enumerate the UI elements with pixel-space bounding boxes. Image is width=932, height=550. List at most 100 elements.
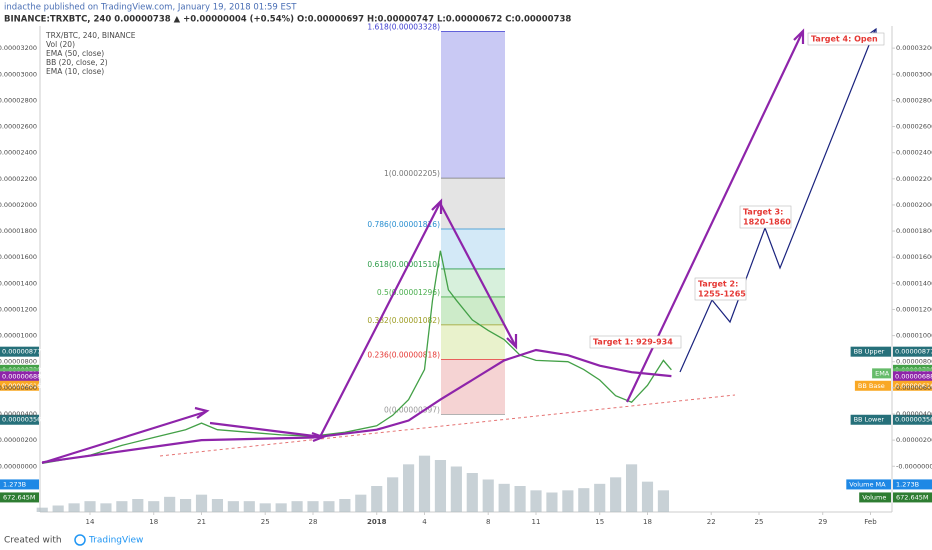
volume-bar (450, 466, 462, 512)
volume-bar (610, 477, 622, 512)
symbol-line: BINANCE:TRXBTC, 240 0.00000738 ▲ +0.0000… (4, 15, 571, 25)
y-tick-label: 0.00002400 (896, 149, 932, 157)
y-tick-label: 0.00001600 (896, 253, 932, 261)
y-tick-label: 0.00001000 (0, 332, 37, 340)
price-tag (893, 380, 932, 391)
x-tick-label: 25 (755, 518, 764, 526)
legend-entry: EMA (50, close) (46, 49, 104, 58)
fib-band (441, 178, 505, 229)
fib-label: 0(0.00000397) (384, 405, 440, 414)
y-tick-label: 0.00002400 (0, 149, 37, 157)
target-box (589, 335, 682, 349)
trend-line (159, 394, 736, 457)
x-tick-label: 25 (261, 518, 270, 526)
volume-bar (259, 503, 271, 512)
y-tick-label: -0.00000000 (896, 462, 932, 470)
volume-bar (132, 499, 144, 512)
volume-tag (893, 479, 932, 490)
arrow-head (194, 406, 210, 419)
footer-brand: TradingView (88, 536, 143, 546)
volume-bar (546, 492, 558, 512)
volume-bar (482, 479, 494, 512)
x-tick-label: 2018 (367, 518, 387, 526)
fib-band (441, 228, 505, 269)
series (42, 250, 672, 464)
indicator-name-tag (850, 414, 891, 425)
fib-label: 0.5(0.00001296) (377, 288, 440, 297)
price-tag (0, 371, 39, 382)
indicator-name-tag (854, 380, 891, 391)
x-tick-label: 28 (309, 518, 318, 526)
targets: Target 1: 929-934 Target 2:1255-1265 Targe… (589, 32, 885, 349)
volume-tag-label: 672.645M (3, 493, 36, 501)
price-tag-label: 0.00000877 (895, 348, 932, 356)
indicator-name: BB Lower (854, 416, 885, 424)
arrow-head (506, 334, 518, 350)
volume-bar (116, 501, 128, 512)
volume-bar (578, 488, 590, 512)
price-tag (893, 414, 932, 425)
y-tick-label: 0.00002600 (0, 123, 37, 131)
y-tick-label: 0.00000200 (896, 436, 932, 444)
y-tick-label: 0.00001200 (896, 305, 932, 313)
x-tick-label: Feb (864, 518, 877, 526)
volume-bar (594, 483, 606, 512)
y-tick-label: 0.00002000 (0, 201, 37, 209)
legend-entry: BB (20, close, 2) (46, 58, 108, 67)
y-tick-label: 0.00003000 (0, 70, 37, 78)
indicator-name: BB Upper (854, 348, 885, 356)
volume-bar (434, 460, 447, 512)
volume-bar (514, 486, 526, 512)
arrow-head (431, 198, 443, 214)
y-tick-label: 0.00000800 (896, 358, 932, 366)
projection-path (679, 29, 876, 373)
volume-name: Volume (862, 493, 886, 501)
volume-bar (498, 483, 510, 512)
target-label: Target 1: 929-934 (593, 338, 673, 347)
fib-band (441, 31, 505, 179)
arrow (41, 410, 206, 465)
x-tick-label: 21 (197, 518, 206, 526)
volume-bar (195, 494, 208, 512)
indicator-name: BB Base (858, 382, 885, 390)
x-tick-label: 4 (422, 518, 427, 526)
y-tick-label: 0.00003200 (896, 44, 932, 52)
fib-label: 0.236(0.00000818) (367, 350, 440, 359)
fib-retracement: 1.618(0.00003328) 1(0.00002205) 0.786(0.00… (367, 22, 505, 415)
volume-bar (164, 496, 176, 512)
fib-label: 1.618(0.00003328) (367, 22, 440, 31)
y-tick-label: 0.00000600 (0, 384, 37, 392)
indicator-name-tag (872, 368, 891, 379)
volume-bar (291, 501, 303, 512)
legend-entry: Vol (20) (46, 40, 75, 49)
volume-name: Volume MA (849, 480, 886, 488)
fib-label: 0.382(0.00001082) (367, 316, 440, 325)
volume-bar (403, 464, 415, 512)
arrow-head (793, 28, 805, 44)
fib-label: 1(0.00002205) (384, 169, 440, 178)
series-line (42, 250, 672, 464)
volume-bar (387, 477, 399, 512)
volume-bar (355, 494, 367, 512)
fib-label: 0.786(0.00001816) (367, 220, 440, 229)
volume-tag-label: 672.645M (896, 493, 929, 501)
target-box (807, 32, 885, 46)
publisher: indacthe published on TradingView.com, J… (4, 3, 297, 13)
price-tag-label: 0.00000616 (2, 382, 41, 390)
y-tick-label: 0.00001400 (0, 279, 37, 287)
y-tick-label: 0.00000800 (0, 358, 37, 366)
fib-band (441, 324, 505, 360)
y-tick-label: 0.00002000 (896, 201, 932, 209)
volume-bar (466, 473, 478, 512)
volume-bar (371, 486, 383, 512)
y-tick-label: 0.00000400 (0, 410, 37, 418)
x-tick-label: 29 (818, 518, 827, 526)
target-label: Target 4: Open (811, 35, 878, 44)
arrow (439, 202, 516, 346)
volume-bar (180, 499, 192, 512)
target-label: 1255-1265 (698, 290, 746, 299)
volume-bar (36, 507, 48, 512)
volume-tag (893, 492, 932, 503)
y-tick-label: 0.00000600 (896, 384, 932, 392)
